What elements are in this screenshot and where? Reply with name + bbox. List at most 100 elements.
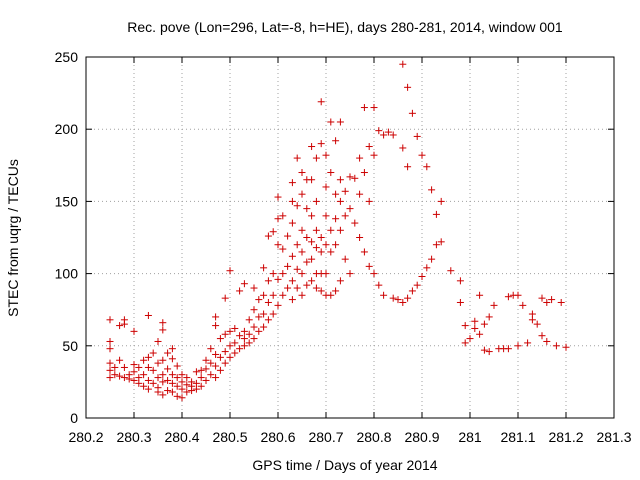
x-tick-label: 280.3 (116, 429, 151, 445)
data-point (308, 143, 316, 151)
data-point (322, 212, 330, 220)
data-point (274, 215, 282, 223)
data-point (346, 270, 354, 278)
axis-ticks (85, 56, 615, 419)
data-points (106, 60, 570, 402)
data-point (188, 387, 196, 395)
data-point (130, 327, 138, 335)
data-point (293, 241, 301, 249)
data-point (552, 342, 560, 350)
data-point (336, 226, 344, 234)
data-point (327, 248, 335, 256)
data-point (245, 330, 253, 338)
data-point (341, 212, 349, 220)
data-point (312, 154, 320, 162)
data-point (120, 363, 128, 371)
data-point (312, 244, 320, 252)
data-point (514, 291, 522, 299)
data-point (279, 291, 287, 299)
data-point (356, 234, 364, 241)
data-point (202, 376, 210, 384)
data-point (178, 371, 186, 379)
data-point (389, 131, 397, 139)
data-point (341, 255, 349, 263)
data-point (490, 301, 498, 309)
data-point (317, 98, 325, 106)
data-point (476, 330, 484, 338)
data-point (284, 232, 292, 240)
data-point (250, 284, 258, 292)
data-point (173, 392, 181, 400)
data-point (303, 281, 311, 289)
data-point (423, 264, 431, 272)
data-point (279, 270, 287, 278)
data-point (226, 353, 234, 361)
data-point (322, 183, 330, 191)
data-point (317, 248, 325, 256)
data-point (351, 219, 359, 227)
data-point (140, 356, 148, 364)
data-point (356, 190, 364, 198)
data-point (164, 376, 172, 384)
data-point (192, 368, 200, 376)
data-point (298, 226, 306, 234)
x-tick-label: 280.6 (260, 429, 295, 445)
data-point (279, 212, 287, 220)
data-point (154, 359, 162, 367)
data-point (212, 313, 220, 321)
x-tick-label: 280.9 (404, 429, 439, 445)
data-point (303, 258, 311, 266)
data-point (260, 323, 268, 331)
data-point (168, 371, 176, 379)
data-point (360, 248, 368, 256)
data-point (264, 277, 272, 285)
data-point (116, 322, 124, 330)
data-point (514, 342, 522, 350)
x-tick-label: 281.3 (596, 429, 631, 445)
data-point (274, 275, 282, 283)
data-point (504, 293, 512, 301)
data-point (418, 272, 426, 280)
data-point (197, 366, 205, 374)
data-point (140, 371, 148, 379)
data-point (428, 255, 436, 263)
data-point (298, 169, 306, 177)
data-point (365, 143, 373, 151)
data-point (231, 324, 239, 332)
data-point (336, 176, 344, 184)
data-point (466, 335, 474, 343)
chart-title: Rec. pove (Lon=296, Lat=-8, h=HE), days … (127, 19, 563, 35)
data-point (365, 262, 373, 270)
data-point (216, 366, 224, 374)
x-axis-label: GPS time / Days of year 2014 (252, 457, 437, 473)
x-tick-label: 280.7 (308, 429, 343, 445)
data-point (144, 311, 152, 319)
data-point (144, 385, 152, 393)
y-tick-label: 50 (62, 338, 78, 354)
data-point (197, 374, 205, 382)
data-point (346, 205, 354, 213)
data-point (332, 241, 340, 249)
data-point (432, 241, 440, 249)
data-point (332, 287, 340, 295)
data-point (240, 280, 248, 288)
data-point (279, 245, 287, 253)
data-point (207, 371, 215, 379)
data-point (159, 356, 167, 364)
data-point (226, 327, 234, 335)
data-point (399, 144, 407, 152)
data-point (519, 301, 527, 309)
data-point (260, 264, 268, 272)
data-point (346, 173, 354, 181)
data-point (288, 296, 296, 304)
data-point (404, 83, 412, 91)
data-point (284, 262, 292, 270)
x-tick-label: 280.2 (68, 429, 103, 445)
data-point (192, 385, 200, 393)
data-point (312, 226, 320, 234)
data-point (365, 197, 373, 205)
data-point (154, 374, 162, 382)
data-point (260, 291, 268, 299)
data-point (461, 339, 469, 347)
data-point (240, 327, 248, 335)
